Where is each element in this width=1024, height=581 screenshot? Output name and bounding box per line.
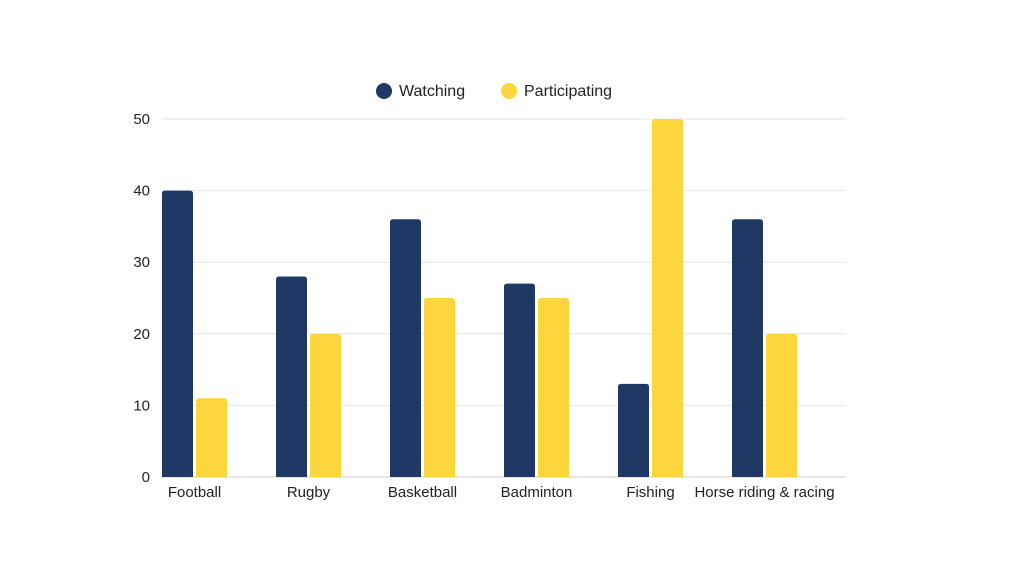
y-tick-label: 10 [133,397,150,414]
bar-participating-fishing [652,119,683,477]
bar-watching-rugby [276,276,307,477]
x-tick-label: Badminton [501,484,573,501]
y-axis: 0 10 20 30 40 50 [133,111,150,486]
y-tick-label: 20 [133,326,150,343]
x-tick-label: Rugby [287,484,331,501]
bar-watching-fishing [618,383,649,477]
x-tick-label: Basketball [388,484,457,501]
bar-participating-rugby [310,333,341,477]
x-axis: Football Rugby Basketball Badminton Fishing H… [168,484,835,501]
bar-participating-horse-riding-racing [766,333,797,477]
bar-watching-basketball [390,219,421,478]
legend-label-watching: Watching [399,83,465,100]
y-tick-label: 40 [133,183,150,200]
x-tick-label: Football [168,484,221,501]
x-tick-label: Fishing [626,484,674,501]
legend-marker-watching [376,83,392,99]
bar-watching-badminton [504,283,535,477]
y-tick-label: 0 [142,469,150,486]
x-tick-label: Horse riding & racing [694,484,834,501]
legend-marker-participating [501,83,517,99]
y-tick-label: 50 [133,111,150,128]
y-tick-label: 30 [133,254,150,271]
legend-label-participating: Participating [524,83,612,100]
bar-watching-football [162,190,193,477]
bar-watching-horse-riding-racing [732,219,763,478]
bar-participating-badminton [538,298,569,477]
bar-participating-basketball [424,298,455,477]
bar-participating-football [196,398,227,477]
legend: Watching Participating [376,83,612,100]
bars [162,119,797,478]
